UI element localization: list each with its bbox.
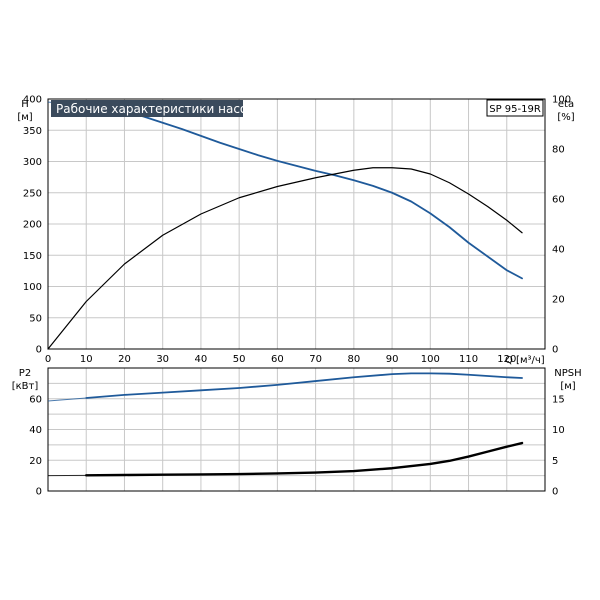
bottom-series-0-lead [47, 397, 87, 402]
x-tick-label-120: 120 [497, 354, 516, 365]
bottom-gridlines [48, 382, 545, 477]
y-axis-unit-h: [м] [17, 112, 32, 123]
bottom-series-1-line [85, 441, 524, 477]
npsh-tick-label-0: 0 [552, 487, 558, 498]
x-tick-label-20: 20 [118, 354, 131, 365]
y-axis-unit-p2: [кВт] [12, 381, 39, 392]
x-tick-label-40: 40 [195, 354, 208, 365]
x-axis-label-q: Q [м³/ч] [505, 355, 545, 366]
x-tick-label-110: 110 [459, 354, 478, 365]
npsh-tick-label-5: 5 [552, 456, 558, 467]
x-tick-label-80: 80 [347, 354, 360, 365]
bottom-chart: 0 20 40 60 0 5 10 15 P2 [кВт] NPSH [м] [12, 367, 582, 498]
y2-tick-label-80: 80 [552, 145, 565, 156]
bottom-series-0-line [85, 372, 523, 399]
top-series-0-line [77, 103, 523, 280]
top-plot-frame [47, 98, 546, 350]
y-tick-label-150: 150 [23, 251, 42, 262]
p2-tick-label-40: 40 [29, 425, 42, 436]
y2-axis-label-eta: eta [558, 99, 574, 110]
y-tick-label-300: 300 [23, 157, 42, 168]
bottom-plot-frame [47, 367, 546, 492]
x-tick-label-30: 30 [156, 354, 169, 365]
x-tick-label-10: 10 [80, 354, 93, 365]
top-chart: 0 10 20 30 40 50 60 70 80 90 100 110 120050100150200… [17, 95, 575, 491]
y2-axis-unit-npsh: [м] [560, 381, 575, 392]
npsh-tick-label-10: 10 [552, 425, 565, 436]
x-tick-label-0: 0 [45, 354, 51, 365]
bottom-tick-labels: 0 20 40 60 0 5 10 15 [29, 394, 564, 497]
y2-tick-label-40: 40 [552, 245, 565, 256]
y2-tick-label-0: 0 [552, 345, 558, 356]
title-banner [51, 100, 243, 117]
x-tick-label-50: 50 [233, 354, 246, 365]
bottom-series-group [47, 372, 524, 477]
top-series-1-line [47, 167, 523, 350]
model-label: SP 95-19R [489, 104, 541, 115]
top-tick-labels: 0 10 20 30 40 50 60 70 80 90 100 110 120050100150200… [23, 95, 571, 366]
y2-tick-label-20: 20 [552, 295, 565, 306]
y2-tick-label-60: 60 [552, 195, 565, 206]
y-axis-label-p2: P2 [19, 368, 31, 379]
y-tick-label-350: 350 [23, 126, 42, 137]
y2-axis-unit-eta: [%] [557, 112, 574, 123]
y-tick-label-400: 400 [23, 95, 42, 106]
y2-axis-label-npsh: NPSH [554, 368, 581, 379]
p2-tick-label-60: 60 [29, 394, 42, 405]
y-tick-label-100: 100 [23, 282, 42, 293]
model-label-box [486, 99, 544, 117]
top-gridlines [47, 98, 545, 491]
y-tick-label-200: 200 [23, 220, 42, 231]
x-tick-label-90: 90 [386, 354, 399, 365]
top-series-group [47, 101, 523, 350]
p2-tick-label-20: 20 [29, 456, 42, 467]
y-tick-label-50: 50 [29, 313, 42, 324]
y-tick-label-0: 0 [36, 345, 42, 356]
y-axis-label-h: H [21, 99, 29, 110]
chart-title: Рабочие характеристики насоса [56, 102, 261, 116]
y-tick-label-250: 250 [23, 188, 42, 199]
x-tick-label-100: 100 [421, 354, 440, 365]
p2-tick-label-0: 0 [36, 487, 42, 498]
y2-tick-label-100: 100 [552, 95, 571, 106]
x-tick-label-60: 60 [271, 354, 284, 365]
npsh-tick-label-15: 15 [552, 394, 565, 405]
x-tick-label-70: 70 [309, 354, 322, 365]
